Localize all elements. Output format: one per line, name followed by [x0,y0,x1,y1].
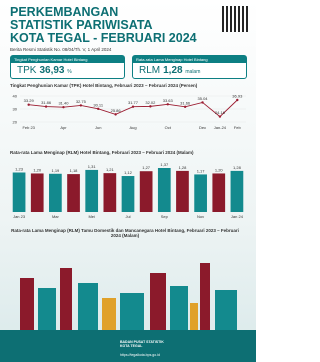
highlight-box: Tingkat Penghunian Kamar Hotel Bintang T… [10,55,125,79]
y-tick-label: 30 [13,107,18,112]
value-label: 1,31 [88,164,97,169]
value: 36,93 [39,65,65,76]
chart-title: Rata-rata Lama Menginap (RLM) Tamu Domes… [11,228,239,238]
bar [30,173,44,212]
x-tick-label: Aug [129,125,136,130]
point [27,103,30,106]
value-label: 1,20 [33,167,42,172]
caption: Tingkat Penghunian Kamar Hotel Bintang [11,56,124,63]
subtitle: Berita Resmi Statistik No. 08/04/Th. V, … [10,47,112,52]
chart-title: Rata-rata Lama Menginap (RLM) Hotel Bint… [10,150,194,155]
chart-title: Tingkat Penghunian Kamar (TPK) Hotel Bin… [10,83,198,88]
y-tick-label: 20 [13,120,18,125]
x-tick-label: Feb 23 [22,125,35,130]
x-tick-label: Mei [88,214,95,219]
x-tick-label: Mar [52,214,60,219]
value-label: 1,19 [51,168,60,173]
bar [85,169,99,212]
skyline [0,263,256,362]
value-label: 1,28 [233,165,242,170]
point [97,107,100,111]
org: BADAN PUSAT STATISTIK KOTA TEGAL [120,340,164,348]
title-line: STATISTIK PARIWISATA [10,18,153,32]
point [236,98,239,102]
x-tick-label: Dec [199,125,206,130]
value-label: 32.75 [76,99,87,104]
org-line: KOTA TEGAL [120,344,143,348]
value-label: 32.02 [145,100,156,105]
value-label: 31.40 [58,101,69,106]
value: 1,28 [163,65,183,76]
line-chart: 20 30 40 33.29 Feb 23 31.86 31.40 Apr 32.75 30.11… [13,93,246,130]
infographic: PERKEMBANGAN STATISTIK PARIWISATA KOTA T… [0,0,256,362]
value-label: 25.86 [111,108,122,113]
value-row: RLM 1,28 malam [133,63,246,78]
value-label: 35.04 [198,96,209,101]
value-label: 1,21 [106,167,115,172]
x-tick-label: Nov [197,214,204,219]
x-tick-label: Feb [234,125,242,130]
value-row: TPK 36,93 % [11,63,124,78]
value-label: 1,28 [179,165,188,170]
label: TPK [17,65,37,76]
bar [230,170,244,212]
value-label: 36.93 [232,93,243,98]
bar [176,170,189,212]
y-tick-label: 40 [13,94,18,99]
point [62,105,65,109]
label: RLM [139,65,161,76]
value-label: 33.29 [24,98,35,103]
point [149,105,152,108]
x-tick-label: Jun [95,125,101,130]
point [44,105,48,108]
x-tick-label: Jan 23 [13,214,26,219]
title-line: KOTA TEGAL - FEBRUARI 2024 [10,31,197,45]
x-tick-label: Apr [60,125,67,130]
unit: % [67,69,72,75]
value-label: 1,37 [160,162,169,167]
bar-chart: 1,23 Jan 23 1,20 1,19 Mar 1,18 1,31 Mei 1,21 1,12… [12,162,244,219]
point [201,101,204,104]
value-label: 1,17 [197,168,206,173]
point [131,105,135,108]
org-line: BADAN PUSAT STATISTIK [120,340,164,344]
x-tick-label: Jan-24 [214,125,227,130]
value-label: 31.77 [128,100,139,105]
bar [194,174,207,212]
bar [67,174,80,212]
value-label: 1,27 [142,165,151,170]
value-label: 1,12 [124,170,133,175]
value-label: 1,18 [70,168,79,173]
x-tick-label: Jan 24 [231,214,244,219]
point [114,113,117,116]
value-label: 1,23 [15,166,24,171]
unit: malam [185,69,201,75]
value-label: 33.63 [163,98,174,103]
bar [12,172,26,212]
bar [139,171,153,212]
qr-code [222,6,248,32]
bar [49,173,62,212]
point [218,115,222,118]
value-label: 30.11 [93,102,103,107]
x-tick-label: Sep [161,214,169,219]
value-label: 1,20 [215,167,224,172]
bar [157,168,171,212]
x-tick-label: Oct [165,125,172,130]
value-label: 31.86 [41,100,52,105]
value-label: 24.16 [215,110,226,115]
bar [212,173,226,212]
point [183,105,187,109]
point [166,103,169,106]
bar [121,176,135,212]
caption: Rata-rata Lama Menginap Hotel Bintang [133,56,246,63]
highlight-box: Rata-rata Lama Menginap Hotel Bintang RL… [132,55,247,79]
x-tick-label: Jul [125,214,130,219]
title-line: PERKEMBANGAN [10,5,119,19]
url: https://tegalkota.bps.go.id [120,353,160,357]
point [79,104,83,107]
value-label: 31.66 [180,100,191,105]
bar [103,173,117,212]
